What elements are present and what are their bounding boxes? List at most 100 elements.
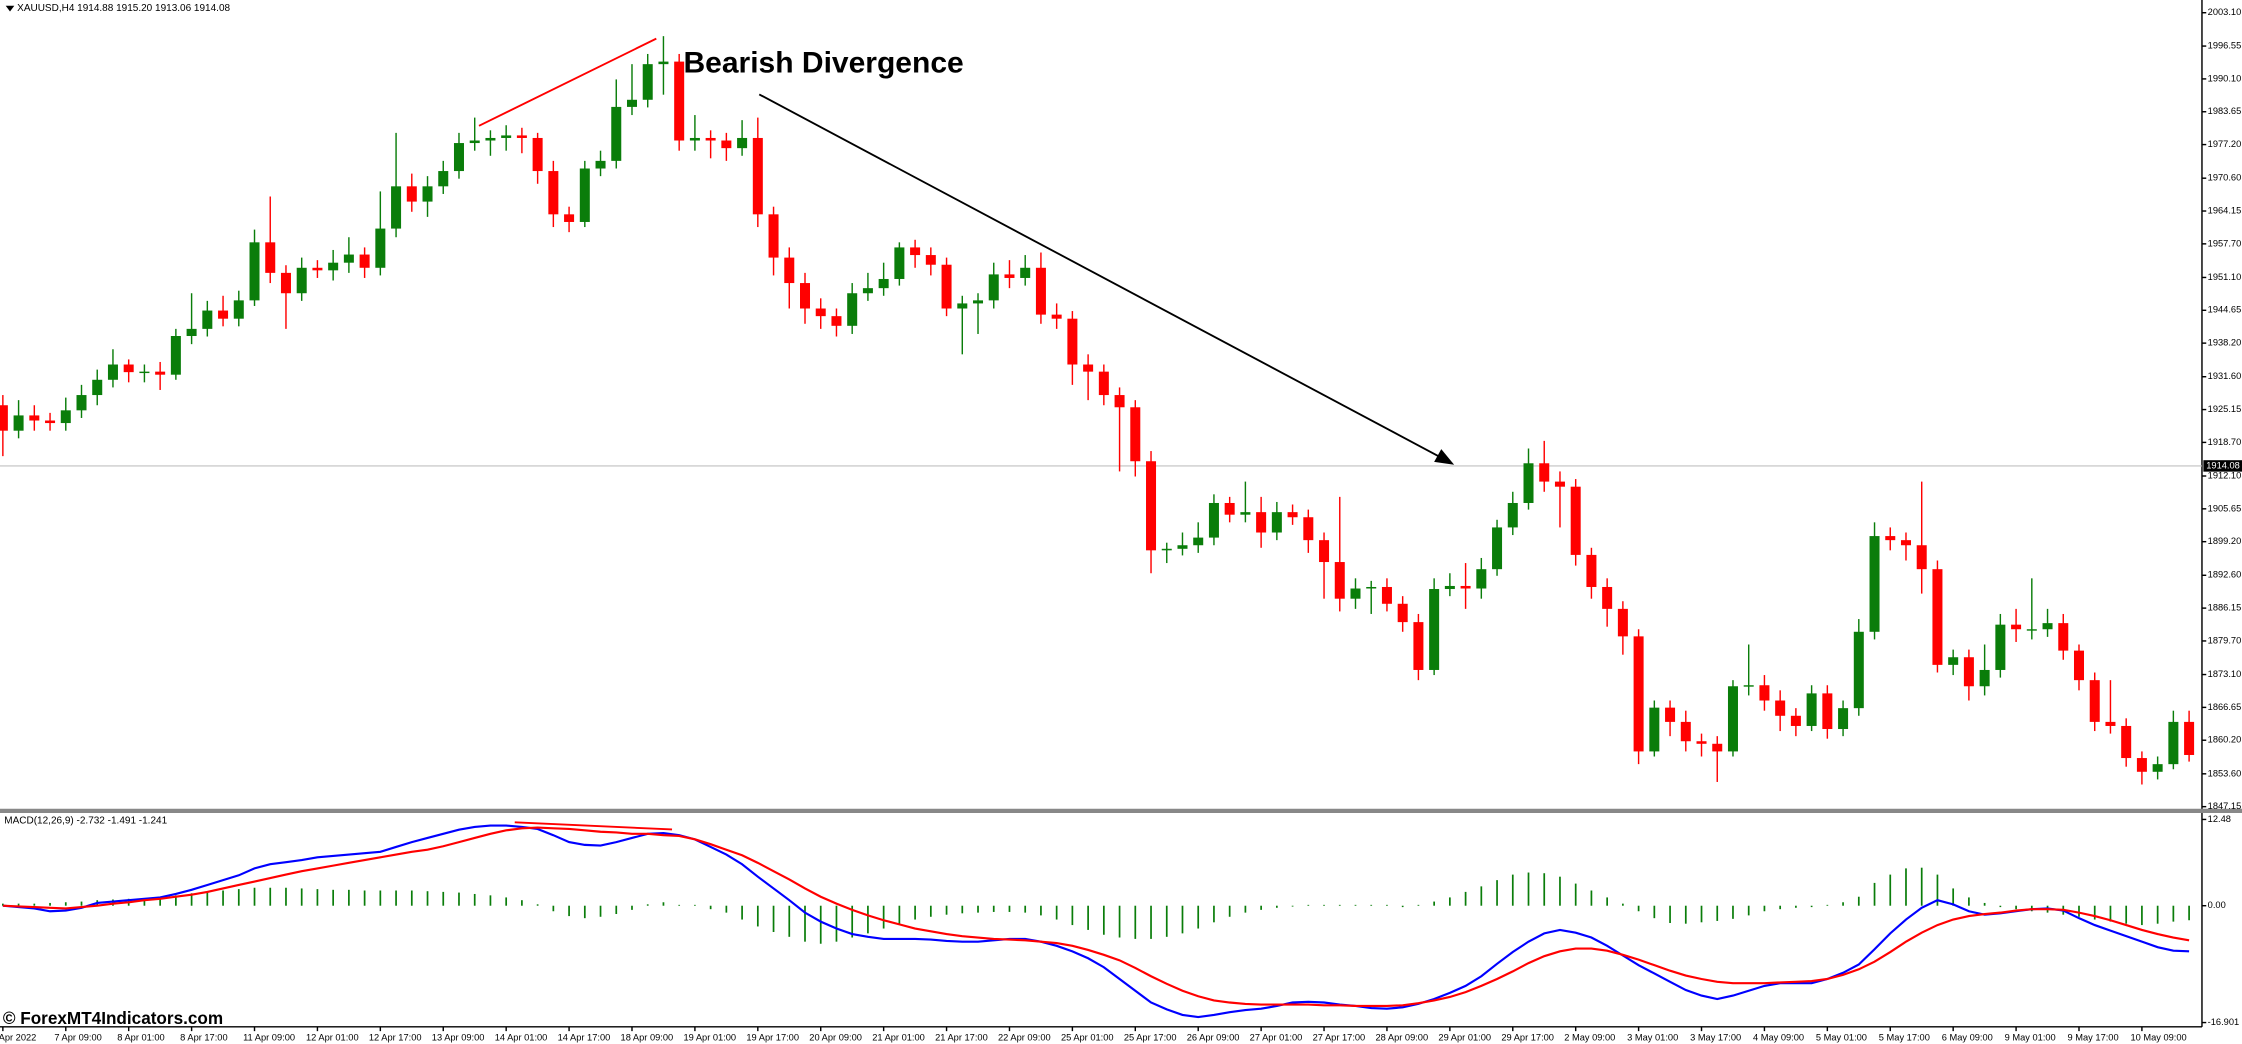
candle-body — [1995, 624, 2006, 670]
candle-body — [1696, 741, 1707, 744]
candle-body — [815, 308, 826, 317]
candle-body — [1570, 486, 1581, 555]
candle-body — [1633, 636, 1644, 752]
candle-body — [1098, 371, 1109, 396]
candle-body — [1350, 588, 1361, 599]
candle-body — [705, 137, 716, 141]
candle-body — [406, 186, 417, 202]
divergence-line — [478, 37, 657, 127]
candle-body — [1287, 512, 1298, 518]
candle-body — [878, 278, 889, 289]
candle-body — [1193, 537, 1204, 546]
candle-body — [2121, 725, 2132, 759]
annotation: Bearish Divergence — [683, 46, 963, 79]
candle-body — [1067, 318, 1078, 365]
x-tick-label: 9 May 01:00 — [2005, 1033, 2056, 1043]
candle-body — [485, 137, 496, 141]
candle-body — [2184, 721, 2195, 755]
candle-body — [784, 257, 795, 284]
candle-body — [894, 247, 905, 279]
candle-body — [13, 415, 24, 431]
candle-body — [139, 371, 150, 374]
y-tick-label: 0.00 — [2208, 900, 2226, 910]
x-tick-label: 28 Apr 09:00 — [1376, 1033, 1429, 1043]
candle-body — [1979, 669, 1990, 687]
y-tick-label: 2003.10 — [2208, 7, 2242, 17]
x-tick-label: 5 Apr 2022 — [0, 1033, 36, 1043]
candle-body — [2058, 623, 2069, 651]
candle-body — [123, 364, 134, 373]
x-tick-label: 11 Apr 09:00 — [243, 1033, 295, 1043]
candle-body — [76, 395, 87, 411]
x-tick-label: 3 May 01:00 — [1627, 1033, 1678, 1043]
x-tick-label: 7 Apr 09:00 — [54, 1033, 101, 1043]
y-tick-label: 1951.10 — [2208, 272, 2242, 282]
candle-body — [1743, 685, 1754, 687]
candle-body — [957, 303, 968, 309]
x-tick-label: 13 Apr 09:00 — [432, 1033, 485, 1043]
candle-body — [218, 310, 229, 319]
candle-body — [1413, 622, 1424, 670]
candle-body — [1948, 657, 1959, 665]
y-tick-label: 1905.65 — [2208, 503, 2242, 513]
candle-body — [1035, 267, 1046, 315]
x-tick-label: 25 Apr 17:00 — [1124, 1033, 1177, 1043]
candle-body — [548, 171, 559, 215]
x-tick-label: 12 Apr 17:00 — [369, 1033, 422, 1043]
x-tick-label: 8 Apr 01:00 — [117, 1033, 164, 1043]
x-tick-label: 9 May 17:00 — [2068, 1033, 2119, 1043]
candle-body — [438, 171, 449, 187]
candle-body — [453, 143, 464, 172]
y-tick-label: 1931.60 — [2208, 371, 2242, 381]
x-tick-label: 2 May 09:00 — [1564, 1033, 1615, 1043]
candle-body — [469, 140, 480, 144]
candle-body — [1649, 707, 1660, 752]
candle-body — [343, 254, 354, 263]
candle-body — [1759, 685, 1770, 701]
indicator-title: MACD(12,26,9) -2.732 -1.491 -1.241 — [4, 816, 167, 827]
candle-body — [1539, 463, 1550, 482]
candle-body — [768, 214, 779, 258]
candle-body — [532, 137, 543, 172]
y-tick-label: 1866.65 — [2208, 702, 2242, 712]
candle-body — [1523, 463, 1534, 503]
candle-body — [1256, 512, 1267, 533]
candle-body — [737, 137, 748, 149]
y-tick-label: 1996.55 — [2208, 41, 2242, 51]
candle-body — [2089, 680, 2100, 722]
candle-body — [1146, 461, 1157, 551]
candle-body — [564, 214, 575, 222]
x-tick-label: 27 Apr 17:00 — [1313, 1033, 1366, 1043]
x-tick-label: 21 Apr 17:00 — [935, 1033, 988, 1043]
candle-body — [1712, 743, 1723, 752]
candle-body — [1177, 545, 1188, 549]
candle-body — [1083, 364, 1094, 372]
indicator-line — [2, 826, 2190, 1008]
candle-body — [847, 293, 858, 326]
candle-body — [721, 140, 732, 149]
price-label: 1914.08 — [2206, 460, 2240, 470]
x-tick-label: 14 Apr 01:00 — [495, 1033, 548, 1043]
x-tick-label: 18 Apr 09:00 — [621, 1033, 674, 1043]
y-tick-label: 1918.70 — [2208, 437, 2242, 447]
candle-body — [1240, 512, 1251, 515]
divergence-line — [514, 821, 673, 831]
candle-body — [1665, 707, 1676, 722]
candle-body — [579, 168, 590, 222]
y-tick-label: 1899.20 — [2208, 536, 2242, 546]
candle-body — [1727, 686, 1738, 752]
arrow — [758, 93, 1442, 459]
candle-body — [1617, 608, 1628, 637]
candle-body — [658, 61, 669, 65]
candle-body — [60, 410, 71, 424]
candle-body — [1476, 569, 1487, 589]
candle-body — [1885, 536, 1896, 541]
candle-body — [1602, 586, 1613, 609]
y-tick-label: 1944.65 — [2208, 305, 2242, 315]
x-tick-label: 5 May 17:00 — [1879, 1033, 1930, 1043]
candle-body — [973, 300, 984, 304]
candle-body — [925, 255, 936, 265]
candle-body — [312, 267, 323, 271]
candle-body — [2136, 758, 2147, 772]
